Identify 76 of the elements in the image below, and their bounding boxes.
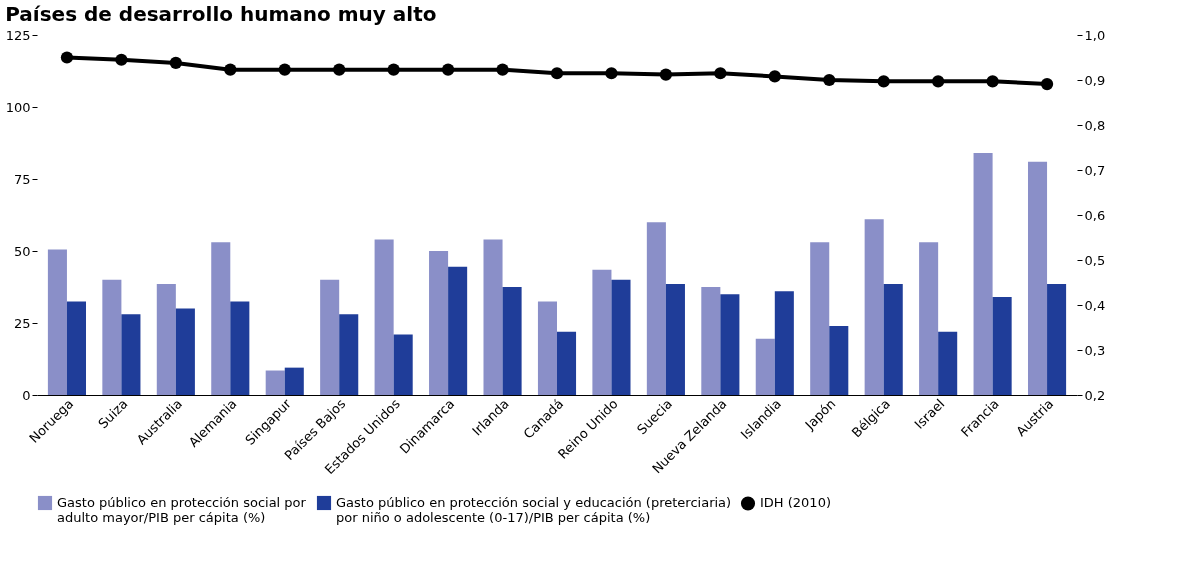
point xyxy=(877,75,890,88)
point xyxy=(1040,77,1054,91)
bar xyxy=(701,287,721,395)
legend-label: IDH (2010) xyxy=(760,495,831,511)
bar xyxy=(448,266,468,395)
bar xyxy=(1027,161,1048,395)
point xyxy=(169,56,182,70)
point xyxy=(714,67,727,80)
bar xyxy=(339,314,359,395)
bar xyxy=(992,297,1012,395)
bar xyxy=(537,301,557,395)
point xyxy=(605,67,618,80)
bar xyxy=(102,279,122,395)
y2-tick-label: 0,9 xyxy=(1084,72,1106,88)
y-tick-label: 100 xyxy=(5,99,31,115)
point xyxy=(823,73,836,87)
point xyxy=(932,75,945,88)
point xyxy=(333,63,346,76)
bar xyxy=(429,251,449,395)
y-tick-label: 75 xyxy=(13,171,31,187)
bar xyxy=(646,222,666,395)
bar xyxy=(665,284,685,395)
bar xyxy=(774,291,794,395)
chart-title: Países de desarrollo humano muy alto xyxy=(5,2,437,26)
point xyxy=(768,70,781,83)
bar xyxy=(557,331,577,395)
y2-tick-label: 0,3 xyxy=(1084,342,1106,358)
bar xyxy=(938,331,958,395)
y-tick-label: 50 xyxy=(13,243,31,259)
bar xyxy=(175,308,195,395)
point xyxy=(224,63,237,76)
bar xyxy=(156,284,176,395)
bar xyxy=(284,367,304,395)
bar xyxy=(121,314,141,395)
y-tick-label: 25 xyxy=(13,315,31,331)
point xyxy=(659,68,673,81)
legend-label: Gasto público en protección social por adulto mayor/PIB per cápita (%) xyxy=(57,495,307,525)
point xyxy=(115,53,128,66)
point xyxy=(550,67,564,80)
y2-tick-label: 0,5 xyxy=(1084,252,1106,268)
y2-tick-label: 0,4 xyxy=(1084,297,1106,313)
y2-tick-label: 1,0 xyxy=(1084,27,1106,43)
bar xyxy=(810,242,830,395)
bar xyxy=(211,242,231,395)
legend-label: Gasto público en protección social y educación (preterciaria) por niño o adolescente (0-17)/PIB per cápita (%) xyxy=(336,495,732,525)
y2-tick-label: 0,8 xyxy=(1084,117,1106,133)
bar xyxy=(755,338,775,395)
bar xyxy=(919,242,939,395)
bar xyxy=(973,153,993,395)
y2-tick-label: 0,6 xyxy=(1084,207,1106,223)
bar xyxy=(1047,284,1067,395)
y2-tick-label: 0,7 xyxy=(1084,162,1106,178)
point xyxy=(496,63,509,76)
bar xyxy=(393,334,413,395)
y2-tick-label: 0,2 xyxy=(1084,387,1106,403)
bar xyxy=(611,279,631,395)
bar xyxy=(883,284,903,395)
y-tick-label: 0 xyxy=(22,387,31,403)
bar xyxy=(66,301,87,395)
bar xyxy=(502,287,522,395)
point xyxy=(278,63,291,76)
bar xyxy=(265,370,285,395)
bar xyxy=(47,249,67,395)
bar xyxy=(320,279,340,395)
point xyxy=(986,75,999,88)
point xyxy=(387,63,400,76)
bar xyxy=(483,239,503,395)
bar xyxy=(230,301,250,395)
bar xyxy=(374,239,394,395)
y-tick-label: 125 xyxy=(5,27,31,43)
bar xyxy=(864,219,884,395)
bar xyxy=(829,325,849,395)
point xyxy=(441,63,455,76)
point xyxy=(60,51,74,64)
bar xyxy=(592,269,612,395)
bar xyxy=(720,294,740,395)
